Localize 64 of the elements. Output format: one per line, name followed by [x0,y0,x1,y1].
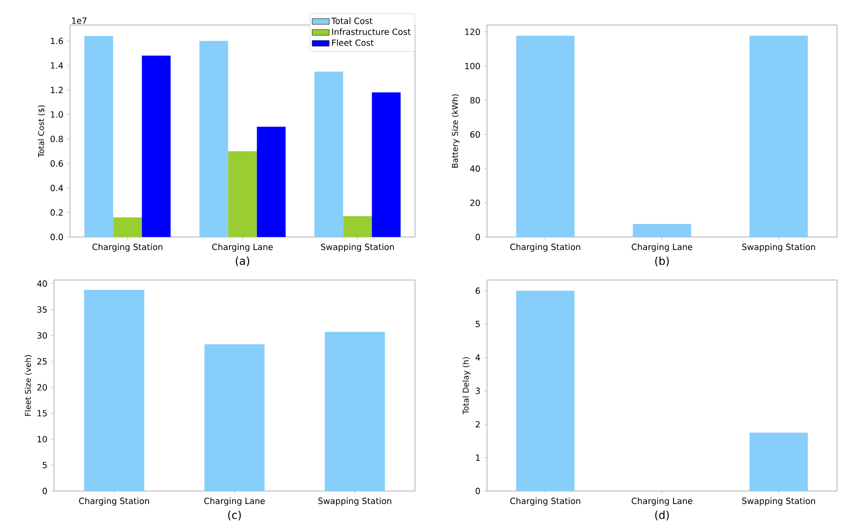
y-tick-label: 0 [476,488,480,494]
y-tick-label: 0.2 [50,209,63,216]
y-tick-label: 0.0 [50,234,63,240]
bar [84,290,144,492]
bar [372,92,401,238]
bar [228,151,257,238]
x-tick-label: Charging Lane [632,244,692,252]
y-tick-label: 80 [470,97,480,104]
x-axis-title: (c) [228,510,241,520]
x-tick-label: Charging Station [510,244,580,252]
y-tick-label: 1.6 [50,38,63,44]
x-tick-label: Charging Station [92,244,162,252]
y-tick-label: 1 [476,454,480,461]
y-tick-label: 5 [42,462,47,468]
y-tick-label: 100 [465,62,480,70]
x-axis-title: (d) [655,510,669,520]
bar [113,217,142,238]
y-tick-label: 15 [38,410,47,416]
x-tick-label: Swapping Station [321,244,394,252]
y-tick-label: 60 [470,131,480,138]
x-tick-label: Charging Station [510,498,580,506]
text: 1e7 [72,18,86,24]
y-tick-label: 4 [476,354,480,361]
x-axis-title: (b) [655,256,669,266]
bar [343,216,372,238]
y-tick-label: 20 [470,200,480,206]
bar [142,56,171,238]
x-tick-label: Charging Lane [632,498,692,506]
bar [314,72,344,238]
legend-label: Total Cost [331,18,372,24]
y-tick-label: 35 [37,306,47,313]
bar [256,126,286,238]
y-tick-label: 0.6 [50,160,63,167]
x-tick-label: Charging Station [79,498,149,506]
y-tick-label: 3 [476,388,480,394]
y-tick-label: 10 [38,436,47,442]
x-tick-label: Charging Lane [212,244,273,252]
x-tick-label: Charging Lane [204,498,265,506]
y-tick-label: 6 [476,287,480,294]
y-tick-label: 5 [476,320,480,328]
legend-label: Infrastructure Cost [332,28,411,36]
x-tick-label: Swapping Station [742,244,816,252]
x-axis-title: (a) [236,256,250,266]
bar [324,332,385,492]
x-tick-label: Swapping Station [318,498,392,506]
legend-label: Fleet Cost [332,39,374,46]
y-tick-label: 40 [37,280,47,287]
y-tick-label: 0.4 [50,184,63,192]
x-tick-label: Swapping Station [742,498,816,506]
y-tick-label: 0 [476,234,480,240]
bar [199,40,228,238]
y-tick-label: 1.4 [50,62,63,69]
y-tick-label: 1.2 [50,86,63,94]
y-tick-label: 25 [37,358,47,365]
y-tick-label: 30 [37,332,47,339]
bar [84,36,114,238]
y-tick-label: 20 [37,384,47,391]
y-tick-label: 120 [465,28,480,36]
y-tick-label: 1.0 [50,111,63,118]
y-tick-label: 40 [470,165,480,172]
y-tick-label: 2 [476,421,480,428]
bar [204,344,265,492]
y-tick-label: 0 [42,488,47,494]
y-tick-label: 0.8 [50,136,63,142]
